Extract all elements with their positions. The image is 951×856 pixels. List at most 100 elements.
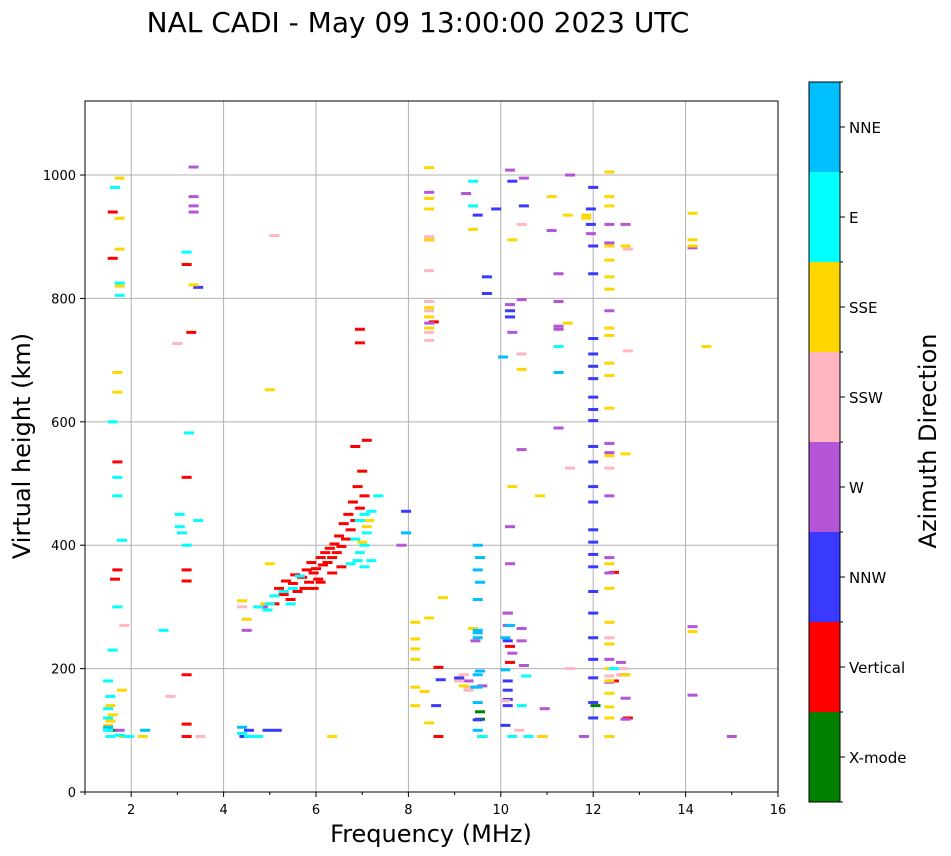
data-point (112, 605, 123, 609)
data-point (604, 571, 615, 575)
data-point (475, 669, 486, 673)
data-point (553, 370, 564, 374)
data-point (470, 685, 481, 689)
data-point (458, 673, 469, 677)
data-point (585, 207, 596, 211)
data-point (359, 565, 370, 569)
data-point (181, 475, 192, 479)
data-point (620, 244, 631, 248)
data-point (262, 608, 273, 612)
data-point (320, 551, 331, 555)
data-point (174, 525, 185, 529)
data-point (301, 568, 312, 572)
data-point (546, 195, 557, 199)
data-point (588, 407, 599, 411)
data-point (359, 543, 370, 547)
data-point (424, 269, 435, 273)
data-point (516, 367, 527, 371)
data-point (315, 580, 326, 584)
data-point (687, 211, 698, 215)
data-point (158, 628, 169, 632)
data-point (553, 345, 564, 349)
data-point (188, 195, 199, 199)
data-point (502, 679, 513, 683)
data-point (181, 734, 192, 738)
data-point (114, 284, 125, 288)
data-point (116, 688, 127, 692)
data-point (588, 565, 599, 569)
data-point (505, 309, 516, 313)
data-point (435, 678, 446, 682)
data-point (588, 500, 599, 504)
data-point (463, 679, 474, 683)
data-point (491, 207, 502, 211)
data-point (327, 556, 338, 560)
data-point (590, 704, 601, 708)
colorbar-label-text: SSE (849, 299, 878, 317)
data-point (165, 694, 176, 698)
data-point (604, 691, 615, 695)
data-point (366, 559, 377, 563)
x-axis-label: Frequency (MHz) (330, 820, 532, 848)
data-point (553, 272, 564, 276)
data-point (604, 244, 615, 248)
data-point (604, 170, 615, 174)
data-point (244, 734, 255, 738)
data-point (468, 227, 479, 231)
colorbar-swatch (809, 712, 840, 802)
data-point (112, 568, 123, 572)
data-point (181, 543, 192, 547)
data-point (505, 168, 516, 172)
colorbar-frame (808, 81, 841, 803)
colorbar-swatch (809, 352, 840, 442)
data-point (475, 710, 486, 714)
data-point (308, 586, 319, 590)
chart-title: NAL CADI - May 09 13:00:00 2023 UTC (147, 6, 690, 39)
data-point (419, 689, 430, 693)
series-w (114, 165, 737, 738)
y-tick-label: 400 (51, 539, 76, 554)
data-point (604, 441, 615, 445)
data-point (477, 734, 488, 738)
data-point (475, 580, 486, 584)
data-point (604, 195, 615, 199)
data-point (618, 667, 629, 671)
data-point (604, 204, 615, 208)
data-point (357, 540, 368, 544)
data-point (472, 728, 483, 732)
data-point (274, 586, 285, 590)
data-point (604, 241, 615, 245)
data-point (103, 728, 114, 732)
data-point (500, 668, 511, 672)
x-axis: 2 4 6 8 10 12 14 16 (84, 792, 787, 818)
data-point (604, 620, 615, 624)
data-point (103, 725, 114, 729)
y-axis-label: Virtual height (km) (8, 333, 36, 559)
x-tick-label: 16 (770, 803, 787, 818)
data-point (107, 713, 118, 717)
data-point (324, 546, 335, 550)
data-point (336, 544, 347, 548)
data-point (424, 306, 435, 310)
colorbar-label-text: NNE (849, 119, 881, 137)
data-point (311, 567, 321, 571)
data-point (472, 718, 483, 722)
data-point (472, 543, 483, 547)
data-point (588, 716, 599, 720)
data-point (359, 494, 370, 498)
data-point (172, 341, 183, 345)
data-point (354, 519, 365, 523)
data-point (105, 704, 116, 708)
data-point (110, 185, 121, 189)
data-point (345, 562, 356, 566)
data-point (726, 734, 737, 738)
data-point (588, 485, 599, 489)
data-point (424, 721, 435, 725)
data-point (424, 309, 435, 313)
colorbar-label-text: Vertical (849, 659, 905, 677)
data-point (604, 287, 615, 291)
data-point (507, 179, 518, 183)
data-point (505, 644, 516, 648)
data-point (181, 262, 192, 266)
data-point (620, 717, 631, 721)
